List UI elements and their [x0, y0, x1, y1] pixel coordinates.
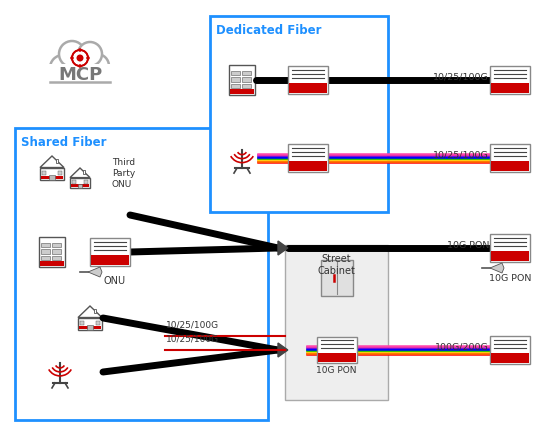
- Bar: [96, 321, 100, 325]
- Bar: [78, 318, 102, 330]
- Bar: [87, 325, 92, 330]
- Circle shape: [85, 54, 109, 78]
- Polygon shape: [278, 343, 288, 357]
- Bar: [320, 260, 352, 296]
- Bar: [80, 321, 85, 325]
- Text: MCP: MCP: [58, 66, 102, 84]
- Text: Dedicated Fiber: Dedicated Fiber: [216, 24, 321, 37]
- Circle shape: [70, 56, 74, 60]
- Circle shape: [78, 64, 82, 68]
- Circle shape: [77, 54, 83, 61]
- Bar: [288, 144, 328, 172]
- Bar: [40, 167, 64, 180]
- Text: 10/25/100G: 10/25/100G: [433, 151, 489, 160]
- Circle shape: [62, 46, 98, 82]
- Bar: [490, 66, 530, 94]
- Bar: [316, 337, 357, 363]
- Bar: [85, 180, 88, 184]
- Bar: [41, 249, 50, 254]
- Bar: [72, 180, 76, 184]
- Text: 10/25/100G: 10/25/100G: [166, 321, 219, 330]
- Bar: [491, 161, 529, 171]
- Bar: [41, 176, 63, 179]
- Text: Third
Party
ONU: Third Party ONU: [112, 158, 136, 189]
- Bar: [242, 78, 251, 82]
- Circle shape: [50, 55, 76, 81]
- Bar: [318, 353, 356, 362]
- Bar: [491, 353, 529, 363]
- Polygon shape: [88, 267, 102, 277]
- Bar: [52, 243, 61, 247]
- Bar: [78, 184, 82, 188]
- Polygon shape: [40, 156, 64, 167]
- Polygon shape: [70, 168, 90, 177]
- Bar: [242, 71, 251, 75]
- Bar: [52, 249, 61, 254]
- Bar: [491, 83, 529, 93]
- Bar: [41, 256, 50, 261]
- Bar: [79, 326, 101, 329]
- Bar: [94, 309, 96, 313]
- Bar: [230, 88, 254, 94]
- Text: 10/25/100G: 10/25/100G: [166, 335, 219, 344]
- Polygon shape: [278, 241, 288, 255]
- Circle shape: [78, 48, 82, 52]
- Bar: [289, 161, 327, 171]
- Bar: [58, 171, 62, 175]
- Bar: [91, 255, 129, 265]
- Text: Street
Cabinet: Street Cabinet: [318, 254, 356, 276]
- Bar: [231, 71, 240, 75]
- Bar: [231, 78, 240, 82]
- Bar: [289, 83, 327, 93]
- Bar: [90, 238, 130, 266]
- Polygon shape: [490, 263, 504, 273]
- Bar: [39, 237, 65, 267]
- Bar: [288, 66, 328, 94]
- Bar: [490, 144, 530, 172]
- Circle shape: [78, 42, 102, 66]
- Bar: [55, 159, 58, 163]
- Bar: [491, 251, 529, 261]
- Bar: [231, 84, 240, 88]
- Text: 10G PON: 10G PON: [447, 241, 489, 250]
- Bar: [83, 170, 85, 174]
- Circle shape: [86, 56, 90, 60]
- Text: 10G PON: 10G PON: [489, 274, 531, 283]
- Text: 10/25/100G: 10/25/100G: [433, 73, 489, 82]
- Bar: [40, 261, 64, 266]
- Bar: [490, 336, 530, 364]
- Polygon shape: [78, 306, 102, 318]
- Bar: [242, 84, 251, 88]
- Bar: [285, 245, 388, 400]
- Circle shape: [72, 50, 88, 66]
- Bar: [229, 65, 255, 95]
- Bar: [15, 128, 268, 420]
- Bar: [42, 171, 46, 175]
- Bar: [71, 184, 89, 187]
- Bar: [490, 234, 530, 262]
- Bar: [48, 64, 112, 84]
- Text: Shared Fiber: Shared Fiber: [21, 136, 106, 149]
- Bar: [41, 243, 50, 247]
- Text: 100G/200G: 100G/200G: [435, 342, 489, 351]
- Bar: [49, 175, 55, 180]
- Circle shape: [59, 41, 85, 67]
- Text: ONU: ONU: [104, 276, 126, 286]
- Bar: [70, 177, 90, 188]
- Text: 10G PON: 10G PON: [316, 366, 357, 375]
- Bar: [52, 256, 61, 261]
- Bar: [210, 16, 388, 212]
